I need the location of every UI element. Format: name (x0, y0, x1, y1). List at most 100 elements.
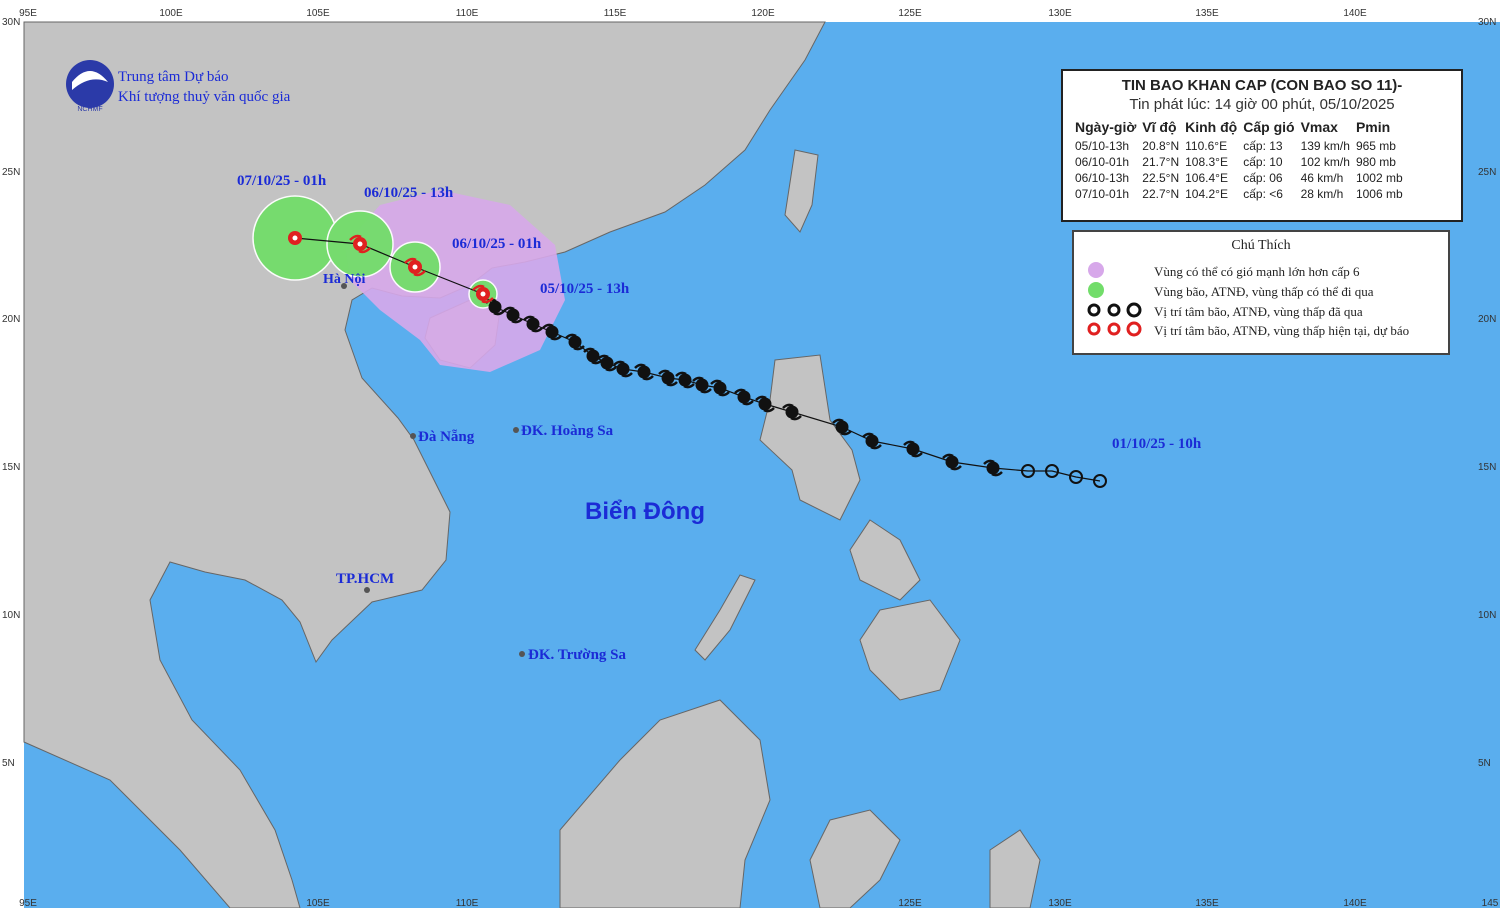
legend-item: Vùng có thể có gió mạnh lớn hơn cấp 6 (1154, 264, 1360, 279)
place-dot (364, 587, 370, 593)
lat-label: 10N (2, 610, 20, 621)
legend-item: Vị trí tâm bão, ATNĐ, vùng thấp hiện tại… (1154, 323, 1410, 338)
place-label: ĐK. Trường Sa (528, 647, 627, 663)
taiwan (784, 149, 819, 233)
column-header: Vĩ độ (1142, 119, 1177, 135)
storm-point (586, 349, 600, 363)
legend-item: Vùng bão, ATNĐ, vùng thấp có thể đi qua (1154, 284, 1374, 299)
place-dot (410, 433, 416, 439)
forecast-core (480, 291, 486, 297)
lat-label: 10N (1478, 610, 1496, 621)
place-dot (341, 283, 347, 289)
column-header: Ngày-giờ (1075, 119, 1137, 135)
lon-label: 135E (1195, 898, 1219, 908)
legend-icons (1087, 262, 1142, 337)
land (23, 21, 1041, 908)
bulletin-issued: Tin phát lúc: 14 giờ 00 phút, 05/10/2025 (1129, 96, 1395, 113)
storm-swirl (658, 369, 678, 387)
lat-label: 5N (2, 758, 15, 769)
lat-label: 15N (2, 462, 20, 473)
table-row: 05/10-13h 20.8°N 110.6°E cấp: 13 139 km/h 965… (1073, 138, 1407, 154)
place-label: Đà Nẵng (418, 429, 475, 445)
lon-label: 115E (604, 8, 627, 19)
storm-swirl (903, 440, 923, 458)
lon-label: 105E (306, 8, 330, 19)
lon-label: 95E (19, 8, 37, 19)
storm-swirl (523, 315, 543, 333)
track-label: 07/10/25 - 01h (237, 173, 327, 189)
column-header: Vmax (1300, 119, 1338, 135)
storm-point (661, 371, 675, 385)
table-row: 07/10-01h 22.7°N 104.2°E cấp: <6 28 km/h 1006… (1073, 186, 1407, 202)
sea-label: Biển Đông (585, 498, 705, 525)
track-label: 06/10/25 - 13h (364, 185, 454, 201)
lon-label: 130E (1048, 898, 1072, 908)
place-label: Hà Nội (323, 272, 366, 287)
table-cell: 06/10-13h (1075, 171, 1130, 185)
low-point (1093, 474, 1107, 488)
legend-title: Chú Thích (1231, 238, 1291, 253)
table-cell: 108.3°E (1185, 155, 1228, 169)
forecast-core (357, 241, 363, 247)
column-header: Kinh độ (1185, 119, 1238, 135)
track-label: 05/10/25 - 13h (540, 281, 630, 297)
lat-label: 30N (2, 17, 20, 28)
storm-swirl (675, 371, 695, 389)
storm-swirl (983, 459, 1003, 477)
storm-swirl (734, 388, 754, 406)
storm-point (906, 442, 920, 456)
logo-text: NCHMF (77, 106, 102, 113)
table-cell: 1002 mb (1355, 171, 1403, 185)
lon-label: 105E (306, 898, 330, 908)
storm-point (616, 362, 630, 376)
table-cell: 46 km/h (1300, 171, 1344, 185)
storm-swirl (710, 379, 730, 397)
table-cell: 21.7°N (1142, 155, 1180, 169)
forecast-swirl (472, 284, 494, 304)
lon-label: 110E (456, 8, 479, 19)
table-cell: cấp: 10 (1243, 155, 1283, 169)
lon-label: 110E (456, 898, 479, 908)
legend-current (1087, 321, 1142, 337)
table-cell: 28 km/h (1300, 187, 1344, 201)
logo-wave (72, 71, 108, 90)
agency-line1: Trung tâm Dự báo (118, 69, 229, 85)
agency-line2: Khí tượng thuỷ văn quốc gia (118, 89, 291, 105)
storm-swirl (832, 418, 852, 436)
lon-label: 95E (19, 898, 37, 908)
table-cell: 965 mb (1355, 139, 1396, 153)
track-label: 01/10/25 - 10h (1112, 436, 1202, 452)
table-cell: 980 mb (1355, 155, 1396, 169)
bulletin-table: Ngày-giờ Vĩ độ Kinh độ Cấp gió Vmax Pmin 05/10… (1073, 117, 1407, 202)
storm-point (488, 300, 502, 314)
place-label: ĐK. Hoàng Sa (521, 423, 614, 439)
forecast-swirl (404, 257, 426, 277)
table-cell: 106.4°E (1185, 171, 1228, 185)
storm-swirl (503, 306, 523, 324)
wind-zone (345, 190, 565, 372)
forecast-core (292, 235, 298, 241)
table-cell: 22.5°N (1142, 171, 1180, 185)
table-cell: 139 km/h (1300, 139, 1350, 153)
palawan (694, 574, 756, 661)
luzon (759, 354, 861, 521)
storm-point (637, 365, 651, 379)
forecast-swirl (349, 234, 371, 254)
storm-point (945, 455, 959, 469)
table-cell: 1006 mb (1355, 187, 1403, 201)
lon-label: 140E (1343, 8, 1367, 19)
table-cell: cấp: <6 (1243, 187, 1283, 201)
place-dot (519, 651, 525, 657)
storm-point (785, 405, 799, 419)
lat-label: 15N (1478, 462, 1496, 473)
table-cell: 07/10-01h (1075, 187, 1130, 201)
storm-point (835, 420, 849, 434)
lat-label: 20N (2, 314, 20, 325)
lon-label: 145 (1482, 898, 1499, 908)
mainland (23, 21, 826, 908)
lat-label: 30N (1478, 17, 1496, 28)
storm-point (986, 461, 1000, 475)
borneo (559, 699, 771, 908)
storm-point (678, 373, 692, 387)
